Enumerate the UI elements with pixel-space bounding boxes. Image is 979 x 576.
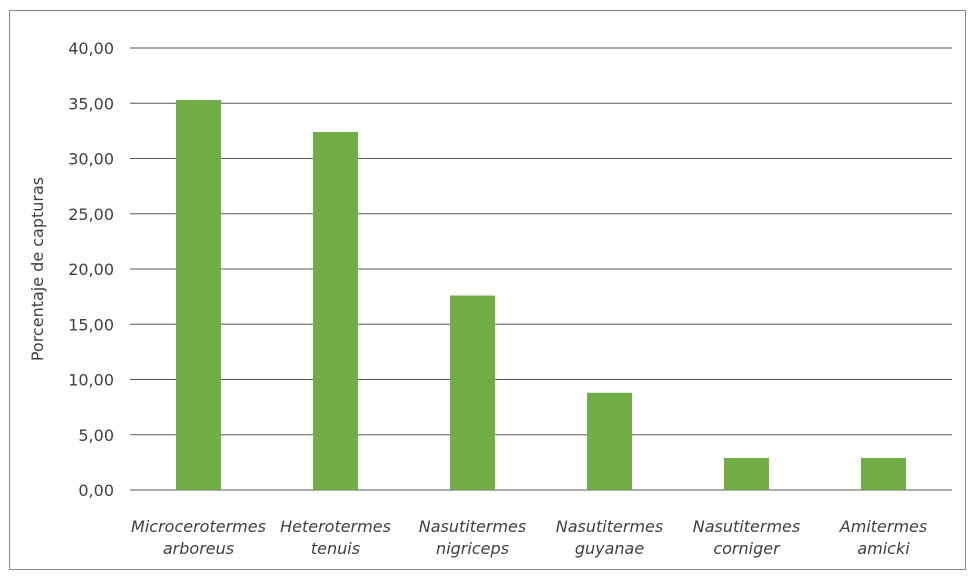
bar	[587, 392, 632, 490]
bar	[313, 131, 358, 491]
y-tick-label: 25,00	[68, 205, 114, 224]
x-category-label: Nasutitermes	[419, 517, 526, 536]
x-category-label: Nasutitermes	[693, 517, 800, 536]
x-category-label: guyanae	[575, 539, 645, 558]
x-category-label: amicki	[857, 539, 910, 558]
y-tick-labels: 0,00 5,00 10,00 15,00 20,00 25,00 30,00 35,00 40…	[68, 39, 114, 500]
x-category-label: Heterotermes	[280, 517, 391, 536]
category-labels: Microcerotermes arboreus Heterotermes tenui…	[131, 517, 927, 558]
y-tick-label: 0,00	[78, 481, 114, 500]
y-tick-label: 35,00	[68, 94, 114, 113]
x-category-label: tenuis	[311, 539, 360, 558]
y-tick-label: 20,00	[68, 260, 114, 279]
y-tick-label: 40,00	[68, 39, 114, 58]
bar	[724, 457, 769, 490]
x-category-label: arboreus	[163, 539, 234, 558]
y-tick-label: 30,00	[68, 150, 114, 169]
y-tick-label: 15,00	[68, 315, 114, 334]
bar	[861, 457, 906, 490]
x-category-label: Nasutitermes	[556, 517, 663, 536]
y-tick-label: 10,00	[68, 371, 114, 390]
x-category-label: Microcerotermes	[131, 517, 266, 536]
bars	[176, 99, 906, 491]
gridlines	[130, 47, 952, 491]
x-category-label: nigriceps	[436, 539, 509, 558]
bar	[450, 295, 495, 490]
x-category-label: corniger	[713, 539, 781, 558]
x-category-label: Amitermes	[839, 517, 927, 536]
y-axis-title: Porcentaje de capturas	[28, 177, 47, 361]
bar	[176, 99, 221, 490]
y-tick-label: 5,00	[78, 426, 114, 445]
